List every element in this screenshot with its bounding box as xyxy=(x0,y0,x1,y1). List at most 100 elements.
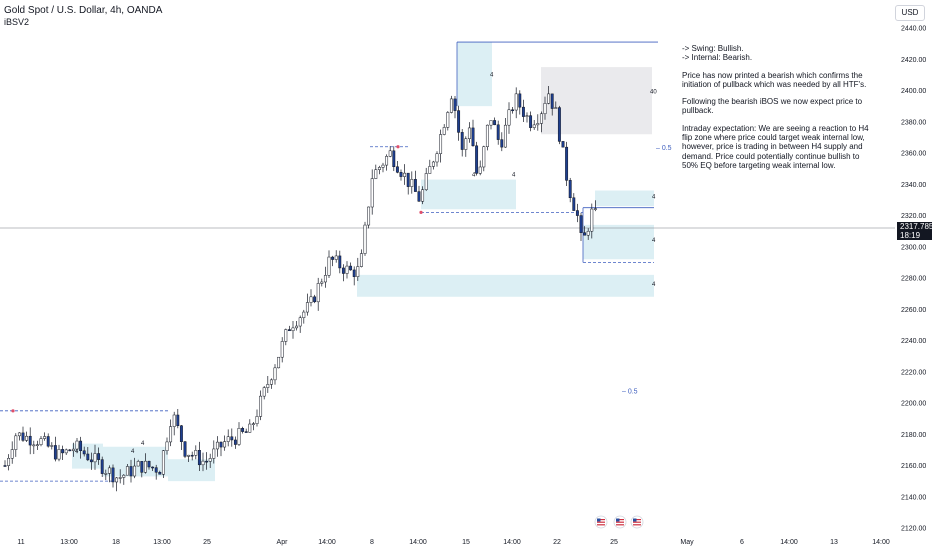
currency-button[interactable]: USD xyxy=(895,5,925,21)
candle-body xyxy=(457,110,461,133)
icon-canton xyxy=(616,518,620,522)
candle-body xyxy=(111,467,115,483)
candle-body xyxy=(140,461,144,473)
zone-label: 4 xyxy=(512,172,516,178)
candle-body xyxy=(503,124,507,148)
candle-body xyxy=(82,450,86,455)
candle-body xyxy=(28,435,32,446)
candle-body xyxy=(71,448,75,452)
icon-stripe xyxy=(633,524,641,526)
candle-body xyxy=(305,302,309,313)
candle-body xyxy=(583,232,587,236)
price-tick-label: 2440.00 xyxy=(901,26,926,33)
time-tick-label: 13:00 xyxy=(60,539,78,546)
candle-body xyxy=(89,459,93,463)
candle-body xyxy=(489,120,493,126)
time-tick-label: 14:00 xyxy=(409,539,427,546)
candle-body xyxy=(493,120,497,126)
candle-body xyxy=(464,138,468,150)
candle-body xyxy=(277,356,281,369)
candle-body xyxy=(53,445,57,460)
zone-box xyxy=(583,224,654,260)
candle-body xyxy=(518,93,522,108)
candle-body xyxy=(7,458,11,466)
candle-body xyxy=(511,109,515,112)
candle-body xyxy=(176,414,180,426)
candle-body xyxy=(453,98,457,111)
zones-layer xyxy=(72,42,654,482)
candle-body xyxy=(439,134,443,154)
last-price-tag: 2317.785 18:19 xyxy=(897,222,932,240)
candle-body xyxy=(385,156,389,166)
candle-body xyxy=(331,256,335,260)
candle-body xyxy=(521,106,525,117)
candle-body xyxy=(43,436,47,439)
icon-canton xyxy=(633,518,637,522)
time-axis[interactable]: 11 13:00 18 13:00 25 Apr 14:00 8 14:00 15 14:00 22 2… xyxy=(17,539,889,546)
price-tick-label: 2220.00 xyxy=(901,369,926,376)
candle-body xyxy=(313,296,317,303)
candle-body xyxy=(529,115,533,128)
candle-body xyxy=(485,124,489,147)
candle-body xyxy=(421,189,425,202)
candle-body xyxy=(403,172,407,177)
candle-body xyxy=(359,253,363,267)
icon-canton xyxy=(597,518,601,522)
price-axis[interactable]: 2120.00 2140.00 2160.00 2180.00 2200.00 2220.… xyxy=(901,26,926,533)
time-tick-label: 25 xyxy=(610,539,618,546)
candle-body xyxy=(514,93,518,111)
candle-body xyxy=(295,325,299,329)
price-tick-label: 2320.00 xyxy=(901,213,926,220)
candle-body xyxy=(259,395,263,417)
candle-body xyxy=(352,269,356,277)
zone-label: 4 xyxy=(141,441,145,447)
zone-label: 4 xyxy=(490,72,494,78)
candle-body xyxy=(410,179,414,187)
zone-box xyxy=(541,67,652,135)
candle-body xyxy=(194,450,198,456)
zone-label: 4 xyxy=(131,449,135,455)
candle-body xyxy=(269,379,273,385)
candle-body xyxy=(381,164,385,168)
candle-body xyxy=(388,150,392,157)
candle-body xyxy=(14,435,18,450)
indicator-name[interactable]: iBSV2 xyxy=(4,17,30,27)
candle-body xyxy=(190,454,194,457)
candle-body xyxy=(377,167,381,170)
candle-body xyxy=(118,477,122,479)
candle-body xyxy=(417,191,421,202)
candle-body xyxy=(547,93,551,104)
candle-body xyxy=(316,283,320,303)
candle-body xyxy=(525,115,529,117)
candle-body xyxy=(413,179,417,192)
candle-body xyxy=(471,127,475,147)
candle-body xyxy=(428,166,432,174)
price-tick-label: 2420.00 xyxy=(901,57,926,64)
icon-stripe xyxy=(633,519,641,521)
candle-body xyxy=(25,435,29,441)
eq-label: – 0.5 xyxy=(622,389,638,396)
candle-body xyxy=(550,93,554,109)
zone-box xyxy=(595,190,654,207)
candle-body xyxy=(262,387,266,397)
candle-body xyxy=(478,166,482,174)
candle-body xyxy=(284,329,288,342)
candle-body xyxy=(79,440,83,452)
price-tick-label: 2160.00 xyxy=(901,463,926,470)
candle-body xyxy=(161,450,165,475)
candle-body xyxy=(302,311,306,318)
candle-body xyxy=(482,146,486,168)
candle-body xyxy=(280,341,284,358)
candle-body xyxy=(248,423,252,433)
candle-body xyxy=(32,444,36,447)
candle-body xyxy=(554,107,558,109)
note-paragraph-1: Price has now printed a bearish which co… xyxy=(682,70,867,89)
candle-body xyxy=(136,461,140,467)
note-internal: -> Internal: Bearish. xyxy=(682,53,753,63)
last-price-value: 2317.785 xyxy=(900,222,932,231)
candle-body xyxy=(579,215,583,233)
candle-body xyxy=(557,107,561,142)
candle-body xyxy=(536,123,540,126)
